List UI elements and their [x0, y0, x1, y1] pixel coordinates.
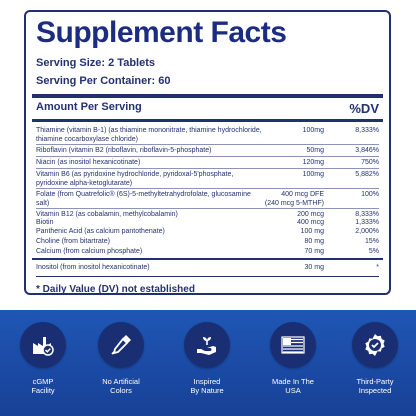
badge-third-party-inspected: Third-Party Inspected [340, 322, 410, 395]
nutrient-name: Biotin [36, 219, 54, 226]
serving-size: Serving Size: 2 Tablets [36, 57, 156, 69]
label-area: Supplement Facts Serving Size: 2 Tablets… [24, 10, 391, 295]
nutrient-name: Riboflavin (vitamin B2 (riboflavin, ribo… [36, 147, 212, 154]
nutrient-amount: 100mg [302, 171, 324, 178]
nutrient-name: Panthenic Acid (as calcium pantothenate) [36, 228, 165, 235]
divider-header [32, 119, 383, 122]
nutrient-name: Niacin (as inositol hexanicotinate) [36, 159, 141, 166]
inositol-amount: 30 mg [304, 264, 324, 271]
badge-label: Third-Party Inspected [356, 377, 394, 395]
nutrient-dv: 750% [361, 159, 379, 166]
badge-no-artificial-colors: No Artificial Colors [86, 322, 156, 395]
divider-thick [32, 94, 383, 98]
nutrient-amount: 100 mg [300, 228, 324, 235]
factory-check-icon [20, 322, 66, 368]
nutrient-amount: 400 mcg [297, 219, 324, 226]
nutrient-dv: 8,333% [355, 211, 379, 218]
row-divider [36, 188, 379, 189]
inositol-dv: * [376, 264, 379, 271]
panel-title: Supplement Facts [36, 16, 287, 49]
nutrient-name: Vitamin B6 (as pyridoxine hydrochloride,… [36, 171, 234, 187]
badge-cgmp: cGMP Facility [8, 322, 78, 395]
row-divider [36, 276, 379, 277]
nutrient-amount: 70 mg [304, 248, 324, 255]
nutrient-dv: 100% [361, 191, 379, 198]
badge-inspired-by-nature: Inspired By Nature [172, 322, 242, 395]
row-divider [36, 144, 379, 145]
nutrient-amount: 400 mcg DFE (240 mcg 5-MTHF) [264, 191, 324, 207]
nutrient-amount: 50mg [306, 147, 324, 154]
features-band: cGMP Facility No Artificial Colors Inspi… [0, 310, 416, 416]
nutrient-dv: 5,882% [355, 171, 379, 178]
nutrient-dv: 2,000% [355, 228, 379, 235]
dv-header: %DV [349, 101, 379, 116]
supplement-facts-panel: Supplement Facts Serving Size: 2 Tablets… [24, 10, 391, 295]
inositol-name: Inositol (from inositol hexanicotinate) [36, 264, 150, 271]
nutrient-dv: 1,333% [355, 219, 379, 226]
dropper-icon [98, 322, 144, 368]
badge-label: Inspired By Nature [190, 377, 224, 395]
footnote: * Daily Value (DV) not established [36, 284, 195, 295]
nutrient-name: Folate (from Quatrefolic® (6S)-5-methylt… [36, 191, 251, 207]
row-divider [36, 208, 379, 209]
row-divider [36, 156, 379, 157]
badge-label: No Artificial Colors [102, 377, 140, 395]
badge-check-icon [352, 322, 398, 368]
nutrient-amount: 80 mg [304, 238, 324, 245]
nutrient-name: Vitamin B12 (as cobalamin, methylcobalam… [36, 211, 178, 218]
nutrient-name: Choline (from bitartrate) [36, 238, 110, 245]
nutrient-name: Calcium (from calcium phosphate) [36, 248, 143, 255]
nutrient-name: Thiamine (vitamin B-1) (as thiamine mono… [36, 127, 262, 143]
row-divider [36, 168, 379, 169]
nutrient-dv: 8,333% [355, 127, 379, 134]
nutrient-dv: 5% [368, 248, 379, 255]
amount-header: Amount Per Serving [36, 101, 142, 113]
us-flag-icon [270, 322, 316, 368]
nutrient-dv: 15% [364, 238, 379, 245]
badge-label: cGMP Facility [31, 377, 55, 395]
nutrient-amount: 100mg [302, 127, 324, 134]
hand-sprout-icon [184, 322, 230, 368]
badge-made-in-usa: Made In The USA [258, 322, 328, 395]
nutrient-amount: 120mg [302, 159, 324, 166]
servings-per-container: Serving Per Container: 60 [36, 75, 171, 87]
nutrient-dv: 3,846% [355, 147, 379, 154]
divider-inositol [32, 258, 383, 260]
nutrient-amount: 200 mcg [297, 211, 324, 218]
badge-label: Made In The USA [272, 377, 314, 395]
